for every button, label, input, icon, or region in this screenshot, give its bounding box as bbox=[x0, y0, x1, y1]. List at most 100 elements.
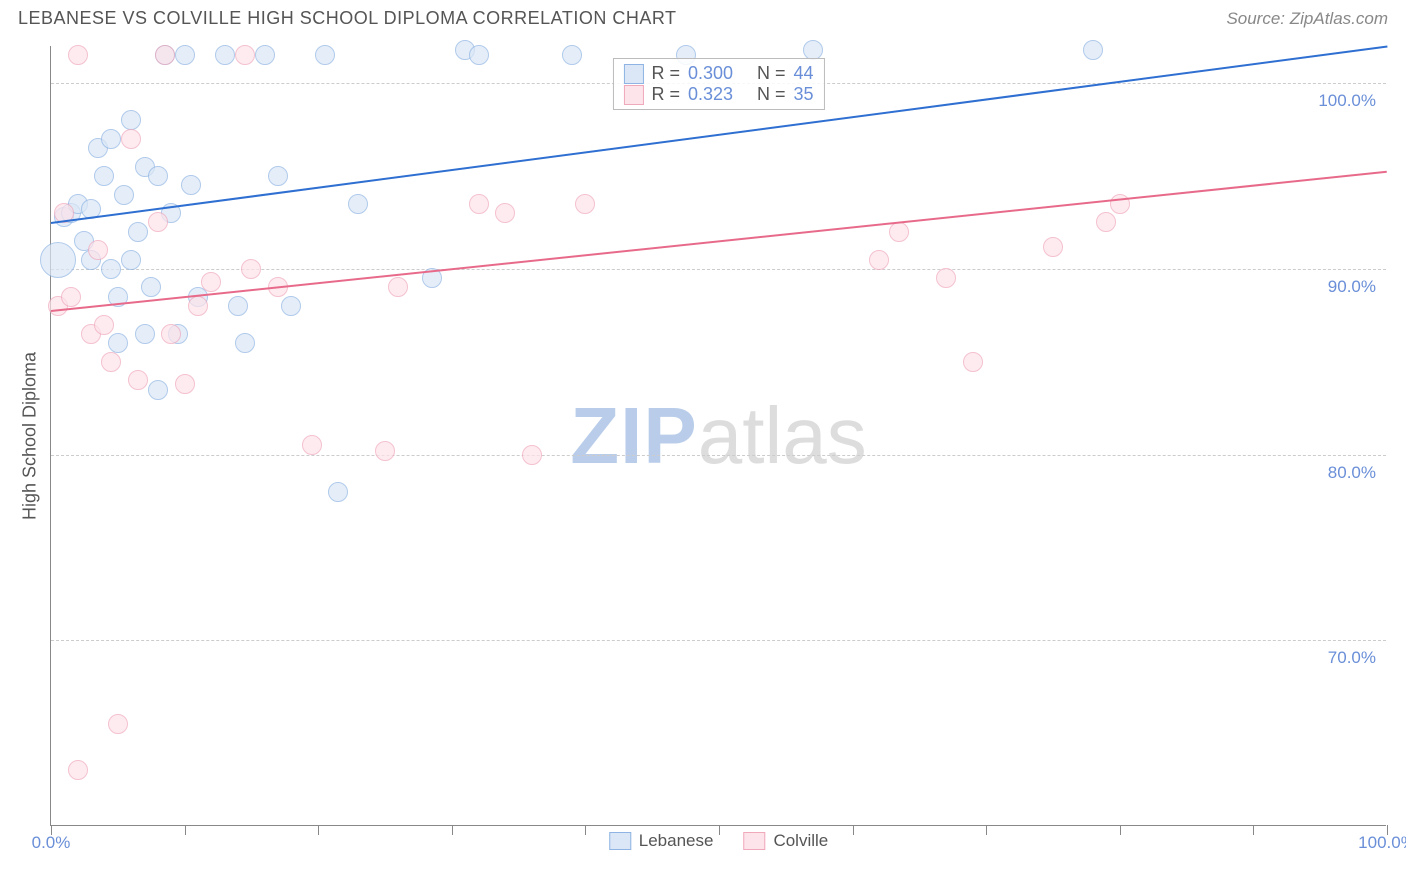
stats-box: R = 0.300 N = 44 R = 0.323 N = 35 bbox=[612, 58, 824, 110]
data-point bbox=[936, 268, 956, 288]
data-point bbox=[869, 250, 889, 270]
data-point bbox=[328, 482, 348, 502]
x-tick bbox=[452, 825, 453, 835]
data-point bbox=[1096, 212, 1116, 232]
legend-item: Lebanese bbox=[609, 831, 714, 851]
y-tick-label: 80.0% bbox=[1328, 463, 1376, 483]
data-point bbox=[94, 166, 114, 186]
x-tick bbox=[1120, 825, 1121, 835]
data-point bbox=[889, 222, 909, 242]
data-point bbox=[155, 45, 175, 65]
stats-n-value: 35 bbox=[794, 84, 814, 105]
stats-r-value: 0.323 bbox=[688, 84, 733, 105]
data-point bbox=[469, 45, 489, 65]
data-point bbox=[469, 194, 489, 214]
watermark-left: ZIP bbox=[570, 391, 697, 480]
data-point bbox=[1043, 237, 1063, 257]
data-point bbox=[235, 45, 255, 65]
series-swatch bbox=[623, 64, 643, 84]
data-point bbox=[315, 45, 335, 65]
x-tick-label: 100.0% bbox=[1358, 833, 1406, 853]
data-point bbox=[281, 296, 301, 316]
data-point bbox=[575, 194, 595, 214]
legend: Lebanese Colville bbox=[609, 831, 828, 851]
stats-n-label: N = bbox=[757, 84, 786, 105]
data-point bbox=[803, 40, 823, 60]
x-tick-label: 0.0% bbox=[32, 833, 71, 853]
plot-wrap: High School Diploma ZIPatlas 70.0%80.0%9… bbox=[50, 46, 1386, 826]
data-point bbox=[201, 272, 221, 292]
y-tick-label: 100.0% bbox=[1318, 91, 1376, 111]
data-point bbox=[101, 129, 121, 149]
data-point bbox=[963, 352, 983, 372]
data-point bbox=[68, 45, 88, 65]
data-point bbox=[495, 203, 515, 223]
y-axis-title: High School Diploma bbox=[20, 352, 41, 520]
data-point bbox=[108, 714, 128, 734]
data-point bbox=[562, 45, 582, 65]
data-point bbox=[94, 315, 114, 335]
data-point bbox=[141, 277, 161, 297]
stats-row: R = 0.323 N = 35 bbox=[623, 84, 813, 105]
data-point bbox=[215, 45, 235, 65]
series-swatch bbox=[623, 85, 643, 105]
data-point bbox=[135, 324, 155, 344]
x-tick bbox=[185, 825, 186, 835]
source-label: Source: ZipAtlas.com bbox=[1226, 9, 1388, 29]
data-point bbox=[121, 129, 141, 149]
data-point bbox=[302, 435, 322, 455]
data-point bbox=[148, 380, 168, 400]
data-point bbox=[228, 296, 248, 316]
data-point bbox=[181, 175, 201, 195]
data-point bbox=[255, 45, 275, 65]
data-point bbox=[375, 441, 395, 461]
stats-r-label: R = bbox=[651, 63, 680, 84]
gridline bbox=[51, 455, 1386, 456]
gridline bbox=[51, 640, 1386, 641]
y-tick-label: 90.0% bbox=[1328, 277, 1376, 297]
data-point bbox=[61, 287, 81, 307]
watermark-right: atlas bbox=[698, 391, 867, 480]
data-point bbox=[388, 277, 408, 297]
data-point bbox=[121, 250, 141, 270]
trend-line bbox=[51, 170, 1387, 311]
legend-swatch bbox=[609, 832, 631, 850]
data-point bbox=[268, 166, 288, 186]
x-tick bbox=[318, 825, 319, 835]
legend-label: Colville bbox=[773, 831, 828, 851]
data-point bbox=[348, 194, 368, 214]
data-point bbox=[161, 324, 181, 344]
stats-r-value: 0.300 bbox=[688, 63, 733, 84]
data-point bbox=[108, 333, 128, 353]
data-point bbox=[241, 259, 261, 279]
stats-n-label: N = bbox=[757, 63, 786, 84]
data-point bbox=[40, 242, 76, 278]
x-tick bbox=[986, 825, 987, 835]
data-point bbox=[235, 333, 255, 353]
data-point bbox=[101, 259, 121, 279]
watermark: ZIPatlas bbox=[570, 390, 866, 482]
x-tick bbox=[1253, 825, 1254, 835]
data-point bbox=[101, 352, 121, 372]
plot-area: ZIPatlas 70.0%80.0%90.0%100.0%0.0%100.0%… bbox=[50, 46, 1386, 826]
data-point bbox=[175, 374, 195, 394]
legend-label: Lebanese bbox=[639, 831, 714, 851]
data-point bbox=[175, 45, 195, 65]
data-point bbox=[128, 370, 148, 390]
data-point bbox=[1083, 40, 1103, 60]
data-point bbox=[188, 296, 208, 316]
y-tick-label: 70.0% bbox=[1328, 648, 1376, 668]
x-tick bbox=[853, 825, 854, 835]
data-point bbox=[148, 212, 168, 232]
stats-n-value: 44 bbox=[794, 63, 814, 84]
data-point bbox=[128, 222, 148, 242]
header: LEBANESE VS COLVILLE HIGH SCHOOL DIPLOMA… bbox=[0, 0, 1406, 35]
chart-title: LEBANESE VS COLVILLE HIGH SCHOOL DIPLOMA… bbox=[18, 8, 677, 29]
x-tick bbox=[585, 825, 586, 835]
data-point bbox=[121, 110, 141, 130]
data-point bbox=[148, 166, 168, 186]
data-point bbox=[114, 185, 134, 205]
legend-swatch bbox=[743, 832, 765, 850]
data-point bbox=[522, 445, 542, 465]
stats-r-label: R = bbox=[651, 84, 680, 105]
